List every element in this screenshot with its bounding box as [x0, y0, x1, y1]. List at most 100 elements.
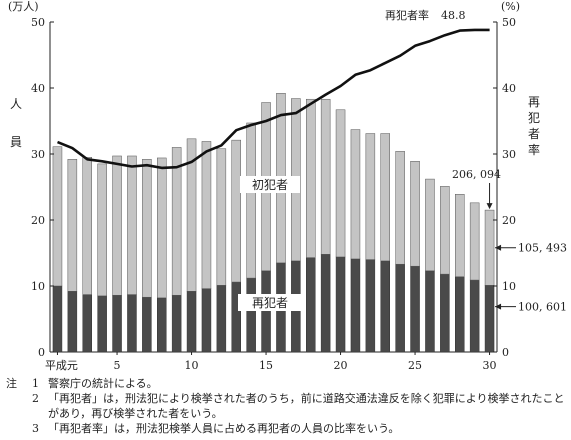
bar-repeat-offender [410, 265, 420, 353]
left-axis-tick-label: 20 [31, 214, 45, 227]
note-number: 1 [32, 377, 39, 390]
bar-repeat-offender [127, 294, 137, 353]
right-axis-tick-label: 50 [502, 16, 516, 29]
first-offender-label-bg [240, 176, 300, 193]
bar-series [52, 93, 495, 353]
note-number: 3 [32, 422, 39, 435]
recidivist-rate-line [57, 28, 490, 170]
right-axis-tick-label: 40 [502, 82, 516, 95]
bar-repeat-offender [469, 279, 480, 353]
bar-repeat-offender [455, 276, 465, 353]
bar-first-offender [380, 133, 390, 262]
bar-first-offender [484, 209, 495, 286]
bar-repeat-offender [365, 259, 376, 353]
rate-line-series [57, 28, 490, 170]
bar-repeat-offender [67, 291, 78, 353]
first-2018-label: 105, 493 [518, 242, 567, 255]
note-number: 2 [32, 392, 39, 405]
bar-repeat-offender [82, 294, 92, 353]
note-item: 注 1 警察庁の統計による。 [6, 376, 566, 391]
right-axis-tick-label: 10 [502, 280, 516, 293]
repeat-2018-label: 100, 601 [518, 301, 567, 314]
bar-first-offender [469, 202, 480, 281]
bar-repeat-offender [484, 285, 495, 353]
first-2018-arrow [495, 244, 502, 251]
bar-first-offender [306, 98, 316, 258]
bar-repeat-offender [142, 296, 152, 353]
bar-first-offender [112, 155, 122, 296]
bar-first-offender [157, 157, 167, 299]
note-text: 「再犯者」は，刑法犯により検挙された者のうち，前に道路交通法違反を除く犯罪により… [48, 392, 565, 420]
bar-first-offender [127, 155, 137, 295]
bar-repeat-offender [97, 295, 107, 353]
note-text: 警察庁の統計による。 [48, 377, 158, 390]
bar-repeat-offender [246, 277, 256, 353]
left-axis-title-char: 員 [10, 135, 22, 149]
bar-first-offender [320, 98, 331, 255]
bar-first-offender [365, 133, 376, 260]
bar-first-offender [97, 163, 107, 297]
bar-first-offender [425, 178, 435, 272]
bar-first-offender [455, 194, 465, 278]
left-axis-unit: (万人) [8, 0, 39, 13]
left-axis-title-char: 人 [10, 97, 22, 111]
x-axis-tick-label: 20 [334, 359, 348, 372]
bar-repeat-offender [186, 291, 197, 353]
x-axis-tick-label: 30 [483, 359, 497, 372]
bar-repeat-offender [320, 254, 331, 353]
bar-repeat-offender [440, 273, 450, 353]
repeat-offender-label: 再犯者 [252, 296, 288, 310]
plot-frame [49, 22, 498, 353]
bar-first-offender [231, 139, 241, 283]
note-label [6, 421, 32, 436]
left-axis-tick-label: 30 [31, 148, 45, 161]
note-label: 注 [6, 377, 17, 390]
note-item: 3 「再犯者率」は，刑法犯検挙人員に占める再犯者の人員の比率をいう。 [6, 421, 566, 436]
bar-first-offender [52, 146, 63, 287]
bar-repeat-offender [231, 281, 241, 353]
bar-repeat-offender [261, 270, 271, 353]
bar-first-offender [67, 159, 78, 292]
recidivist-rate-title: 再犯者率 [385, 8, 429, 22]
note-label [6, 391, 32, 421]
x-axis-tick-label: 15 [259, 359, 273, 372]
bar-repeat-offender [52, 285, 63, 353]
bar-repeat-offender [157, 297, 167, 353]
bar-first-offender [395, 151, 405, 265]
left-axis-tick-label: 10 [31, 280, 45, 293]
bar-repeat-offender [112, 294, 122, 353]
bar-first-offender [350, 129, 361, 260]
right-axis-title-char: 率 [528, 142, 540, 157]
repeat-2018-arrow [495, 303, 502, 310]
right-axis-title-char: 犯 [528, 111, 540, 125]
bar-first-offender [246, 122, 256, 279]
left-axis-tick-label: 40 [31, 82, 45, 95]
bar-first-offender [82, 157, 92, 295]
bar-first-offender [201, 141, 212, 289]
right-axis-tick-label: 20 [502, 214, 516, 227]
recidivist-rate-value: 48.8 [441, 9, 466, 22]
bar-repeat-offender [216, 285, 227, 353]
total-2018-arrow [486, 203, 493, 210]
bar-repeat-offender [425, 270, 435, 353]
bar-repeat-offender [380, 260, 390, 353]
right-axis-unit: (%) [501, 0, 520, 13]
first-offender-label: 初犯者 [252, 178, 288, 192]
bar-first-offender [186, 138, 197, 292]
chart-notes: 注 1 警察庁の統計による。 2 「再犯者」は，刑法犯により検挙された者のうち，前に道路… [6, 376, 566, 436]
x-axis-tick-label: 平成元 [45, 359, 78, 372]
x-axis-tick-label: 10 [185, 359, 199, 372]
bar-repeat-offender [171, 294, 182, 353]
bar-repeat-offender [350, 258, 361, 353]
right-axis-title-char: 者 [528, 127, 540, 141]
left-axis-tick-label: 50 [31, 16, 45, 29]
note-text: 「再犯者率」は，刑法犯検挙人員に占める再犯者の人員の比率をいう。 [48, 422, 400, 435]
bar-first-offender [142, 159, 152, 298]
x-axis-tick-label: 25 [408, 359, 422, 372]
right-axis-title-char: 再 [528, 95, 540, 109]
bar-first-offender [171, 147, 182, 296]
bar-first-offender [440, 186, 450, 275]
note-item: 2 「再犯者」は，刑法犯により検挙された者のうち，前に道路交通法違反を除く犯罪によ… [6, 391, 566, 421]
